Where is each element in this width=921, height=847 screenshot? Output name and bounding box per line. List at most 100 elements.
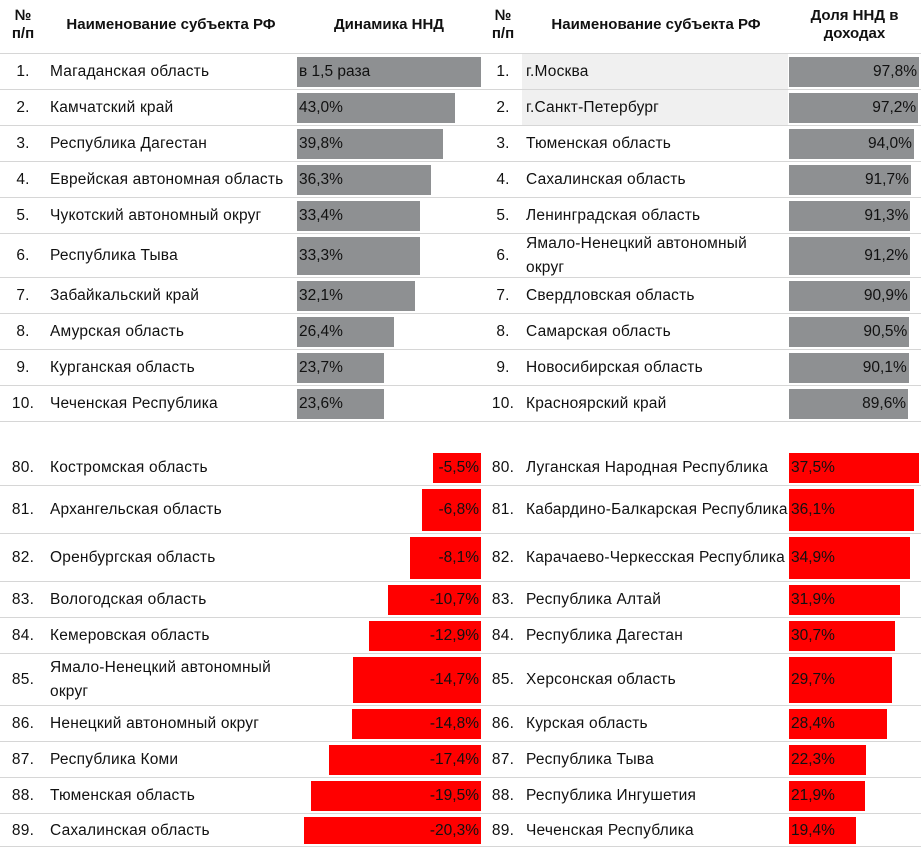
value-label: 37,5% bbox=[791, 459, 835, 477]
region-name: г.Санкт-Петербург bbox=[526, 90, 788, 126]
rank-number: 5. bbox=[482, 198, 524, 234]
value-label: 29,7% bbox=[791, 671, 835, 689]
value-bar: 30,7% bbox=[789, 621, 895, 651]
value-label: 97,2% bbox=[872, 99, 916, 117]
value-label: 94,0% bbox=[868, 135, 912, 153]
region-name: Самарская область bbox=[526, 314, 788, 350]
value-bar: 29,7% bbox=[789, 657, 892, 703]
value-label: 91,3% bbox=[864, 207, 908, 225]
value-label: 91,7% bbox=[865, 171, 909, 189]
value-bar: 97,2% bbox=[789, 93, 918, 123]
rank-number: 87. bbox=[482, 742, 524, 778]
rank-number: 88. bbox=[482, 778, 524, 814]
value-bar: 21,9% bbox=[789, 781, 865, 811]
value-label: 28,4% bbox=[791, 715, 835, 733]
value-label: 21,9% bbox=[791, 787, 835, 805]
top-right-row: 10. Красноярский край 89,6% bbox=[0, 386, 921, 422]
region-name: Новосибирская область bbox=[526, 350, 788, 386]
region-name: Луганская Народная Республика bbox=[526, 450, 788, 486]
rank-number: 82. bbox=[482, 534, 524, 582]
region-name: Ленинградская область bbox=[526, 198, 788, 234]
top-right-row: 1. г.Москва 97,8% bbox=[0, 54, 921, 90]
bottom-right-row: 82. Карачаево-Черкесская Республика 34,9% bbox=[0, 534, 921, 582]
rank-number: 85. bbox=[482, 654, 524, 706]
rank-number: 3. bbox=[482, 126, 524, 162]
rank-number: 9. bbox=[482, 350, 524, 386]
region-name: Кабардино-Балкарская Республика bbox=[526, 486, 788, 534]
value-bar: 22,3% bbox=[789, 745, 866, 775]
region-name: Республика Ингушетия bbox=[526, 778, 788, 814]
rank-number: 1. bbox=[482, 54, 524, 90]
value-bar: 97,8% bbox=[789, 57, 919, 87]
bottom-right-row: 89. Чеченская Республика 19,4% bbox=[0, 814, 921, 847]
left-metric-header: Динамика ННД bbox=[296, 0, 482, 50]
region-name: Херсонская область bbox=[526, 654, 788, 706]
value-bar: 28,4% bbox=[789, 709, 887, 739]
top-right-row: 9. Новосибирская область 90,1% bbox=[0, 350, 921, 386]
value-label: 89,6% bbox=[862, 395, 906, 413]
bottom-right-row: 87. Республика Тыва 22,3% bbox=[0, 742, 921, 778]
region-name: Красноярский край bbox=[526, 386, 788, 422]
value-label: 30,7% bbox=[791, 627, 835, 645]
value-label: 90,1% bbox=[863, 359, 907, 377]
region-name: Свердловская область bbox=[526, 278, 788, 314]
value-bar: 31,9% bbox=[789, 585, 900, 615]
region-name: Чеченская Республика bbox=[526, 814, 788, 847]
row-divider bbox=[0, 421, 921, 422]
bottom-right-row: 85. Херсонская область 29,7% bbox=[0, 654, 921, 706]
rank-number: 4. bbox=[482, 162, 524, 198]
value-label: 91,2% bbox=[864, 247, 908, 265]
bottom-right-row: 80. Луганская Народная Республика 37,5% bbox=[0, 450, 921, 486]
rank-number: 83. bbox=[482, 582, 524, 618]
value-label: 19,4% bbox=[791, 822, 835, 840]
value-label: 97,8% bbox=[873, 63, 917, 81]
value-bar: 34,9% bbox=[789, 537, 910, 579]
value-bar: 36,1% bbox=[789, 489, 914, 531]
top-right-row: 8. Самарская область 90,5% bbox=[0, 314, 921, 350]
rank-number: 81. bbox=[482, 486, 524, 534]
value-label: 22,3% bbox=[791, 751, 835, 769]
value-label: 90,9% bbox=[864, 287, 908, 305]
region-name: Сахалинская область bbox=[526, 162, 788, 198]
rank-number: 86. bbox=[482, 706, 524, 742]
value-bar: 94,0% bbox=[789, 129, 914, 159]
rank-number: 10. bbox=[482, 386, 524, 422]
region-name: г.Москва bbox=[526, 54, 788, 90]
bottom-right-row: 81. Кабардино-Балкарская Республика 36,1% bbox=[0, 486, 921, 534]
header-divider bbox=[0, 53, 921, 54]
value-bar: 90,1% bbox=[789, 353, 909, 383]
right-metric-header: Доля ННД в доходах bbox=[788, 0, 921, 50]
value-label: 90,5% bbox=[863, 323, 907, 341]
top-right-row: 6. Ямало-Ненецкий автономный округ 91,2% bbox=[0, 234, 921, 278]
top-right-row: 4. Сахалинская область 91,7% bbox=[0, 162, 921, 198]
top-right-row: 7. Свердловская область 90,9% bbox=[0, 278, 921, 314]
value-bar: 19,4% bbox=[789, 817, 856, 844]
value-bar: 91,2% bbox=[789, 237, 910, 275]
region-name: Курская область bbox=[526, 706, 788, 742]
right-num-header: № п/п bbox=[482, 0, 524, 50]
value-label: 31,9% bbox=[791, 591, 835, 609]
region-name: Тюменская область bbox=[526, 126, 788, 162]
value-bar: 91,3% bbox=[789, 201, 910, 231]
rank-number: 7. bbox=[482, 278, 524, 314]
top-right-row: 3. Тюменская область 94,0% bbox=[0, 126, 921, 162]
bottom-right-row: 83. Республика Алтай 31,9% bbox=[0, 582, 921, 618]
rank-number: 80. bbox=[482, 450, 524, 486]
bottom-right-row: 86. Курская область 28,4% bbox=[0, 706, 921, 742]
left-num-header: № п/п bbox=[0, 0, 46, 50]
rank-number: 89. bbox=[482, 814, 524, 847]
region-name: Карачаево-Черкесская Республика bbox=[526, 534, 788, 582]
bottom-right-row: 88. Республика Ингушетия 21,9% bbox=[0, 778, 921, 814]
rank-number: 2. bbox=[482, 90, 524, 126]
value-label: 36,1% bbox=[791, 501, 835, 519]
right-name-header: Наименование субъекта РФ bbox=[524, 0, 788, 50]
value-label: 34,9% bbox=[791, 549, 835, 567]
top-right-row: 2. г.Санкт-Петербург 97,2% bbox=[0, 90, 921, 126]
bottom-right-row: 84. Республика Дагестан 30,7% bbox=[0, 618, 921, 654]
rank-number: 84. bbox=[482, 618, 524, 654]
value-bar: 90,5% bbox=[789, 317, 909, 347]
rank-number: 8. bbox=[482, 314, 524, 350]
value-bar: 89,6% bbox=[789, 389, 908, 419]
region-name: Республика Дагестан bbox=[526, 618, 788, 654]
region-name: Республика Тыва bbox=[526, 742, 788, 778]
